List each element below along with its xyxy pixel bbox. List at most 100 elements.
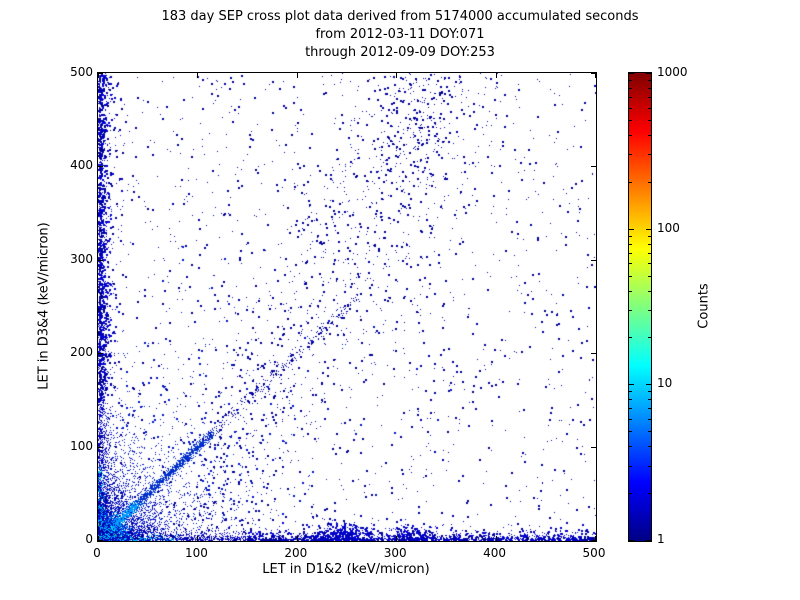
- colorbar-minor-tick: [629, 310, 632, 312]
- colorbar-minor-tick: [629, 408, 632, 410]
- y-axis-label: LET in D3&4 (keV/micron): [36, 222, 52, 390]
- colorbar-minor-tick: [648, 418, 651, 420]
- x-tick: [595, 536, 596, 541]
- x-tick-label: 200: [284, 546, 308, 560]
- x-tick: [197, 73, 199, 78]
- x-tick: [396, 536, 398, 541]
- colorbar-minor-tick: [648, 399, 651, 401]
- colorbar-minor-tick: [629, 252, 632, 254]
- colorbar-minor-tick: [648, 134, 651, 136]
- colorbar-minor-tick: [648, 97, 651, 99]
- colorbar-tick-label: 1000: [657, 65, 688, 79]
- colorbar-minor-tick: [648, 275, 651, 277]
- colorbar-minor-tick: [629, 263, 632, 265]
- x-tick: [98, 73, 99, 78]
- colorbar-minor-tick: [629, 493, 632, 495]
- colorbar-tick: [646, 228, 651, 230]
- colorbar-minor-tick: [629, 97, 632, 99]
- colorbar-minor-tick: [648, 465, 651, 467]
- colorbar-label: Counts: [696, 283, 712, 329]
- colorbar-minor-tick: [629, 290, 632, 292]
- x-tick: [98, 536, 99, 541]
- colorbar-minor-tick: [629, 88, 632, 90]
- y-tick: [98, 353, 103, 355]
- y-tick: [98, 73, 103, 74]
- plot-area: [97, 72, 597, 542]
- y-tick: [591, 540, 596, 541]
- y-tick-label: 400: [70, 158, 93, 173]
- chart-title: 183 day SEP cross plot data derived from…: [0, 8, 800, 62]
- colorbar-minor-tick: [629, 337, 632, 339]
- x-tick-label: 0: [93, 546, 101, 560]
- y-tick: [98, 540, 103, 541]
- colorbar-minor-tick: [629, 154, 632, 156]
- colorbar-minor-tick: [629, 391, 632, 393]
- x-tick: [595, 73, 596, 78]
- colorbar-minor-tick: [629, 134, 632, 136]
- colorbar-minor-tick: [629, 275, 632, 277]
- scatter-canvas: [98, 73, 596, 541]
- x-tick: [296, 536, 298, 541]
- colorbar-minor-tick: [648, 337, 651, 339]
- y-tick-label: 200: [70, 345, 93, 360]
- colorbar-tick: [629, 228, 634, 230]
- x-tick-label: 300: [383, 546, 407, 560]
- title-line-3: through 2012-09-09 DOY:253: [305, 45, 495, 60]
- colorbar-minor-tick: [648, 310, 651, 312]
- colorbar-tick: [646, 73, 651, 74]
- colorbar-minor-tick: [648, 263, 651, 265]
- colorbar-minor-tick: [629, 107, 632, 109]
- colorbar-minor-tick: [629, 465, 632, 467]
- colorbar-minor-tick: [648, 431, 651, 433]
- colorbar-minor-tick: [629, 243, 632, 245]
- y-tick: [591, 259, 596, 261]
- y-tick: [98, 259, 103, 261]
- x-tick-label: 400: [483, 546, 507, 560]
- y-tick: [98, 166, 103, 168]
- y-tick-label: 100: [70, 438, 93, 453]
- colorbar-minor-tick: [648, 119, 651, 121]
- colorbar-minor-tick: [648, 408, 651, 410]
- y-tick-label: 0: [85, 532, 93, 546]
- colorbar-minor-tick: [648, 252, 651, 254]
- colorbar-tick: [646, 384, 651, 386]
- colorbar-minor-tick: [648, 80, 651, 82]
- colorbar-minor-tick: [629, 399, 632, 401]
- y-tick-label: 300: [70, 251, 93, 266]
- x-tick: [495, 73, 497, 78]
- x-tick-label: 100: [184, 546, 208, 560]
- y-tick: [98, 446, 103, 448]
- colorbar-minor-tick: [629, 418, 632, 420]
- colorbar-minor-tick: [648, 181, 651, 183]
- colorbar-minor-tick: [648, 446, 651, 448]
- x-tick: [495, 536, 497, 541]
- x-axis-label: LET in D1&2 (keV/micron): [262, 562, 430, 577]
- colorbar-minor-tick: [629, 431, 632, 433]
- colorbar-minor-tick: [648, 88, 651, 90]
- y-tick: [591, 166, 596, 168]
- colorbar-minor-tick: [629, 235, 632, 237]
- colorbar-tick: [629, 73, 634, 74]
- colorbar-tick: [629, 540, 634, 541]
- x-tick: [296, 73, 298, 78]
- colorbar-minor-tick: [648, 235, 651, 237]
- y-tick: [591, 353, 596, 355]
- colorbar-minor-tick: [648, 243, 651, 245]
- title-line-2: from 2012-03-11 DOY:071: [315, 27, 485, 42]
- x-tick-label: 500: [582, 546, 606, 560]
- x-tick: [197, 536, 199, 541]
- colorbar-minor-tick: [648, 391, 651, 393]
- colorbar-minor-tick: [629, 446, 632, 448]
- y-tick-label: 500: [70, 65, 93, 79]
- colorbar: [628, 72, 652, 542]
- title-line-1: 183 day SEP cross plot data derived from…: [161, 9, 639, 24]
- colorbar-minor-tick: [648, 107, 651, 109]
- colorbar-tick: [646, 540, 651, 541]
- colorbar-minor-tick: [648, 493, 651, 495]
- y-tick: [591, 446, 596, 448]
- colorbar-tick-label: 100: [657, 220, 680, 235]
- colorbar-tick: [629, 384, 634, 386]
- x-tick: [396, 73, 398, 78]
- colorbar-minor-tick: [629, 80, 632, 82]
